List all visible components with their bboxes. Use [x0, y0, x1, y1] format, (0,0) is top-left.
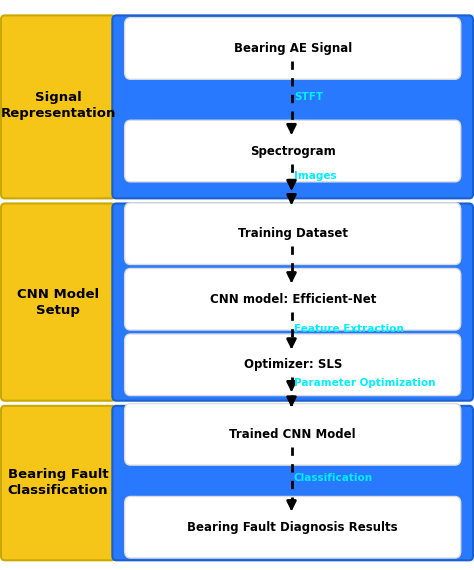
Text: Optimizer: SLS: Optimizer: SLS — [244, 359, 342, 371]
Text: Bearing Fault Diagnosis Results: Bearing Fault Diagnosis Results — [187, 521, 398, 534]
FancyBboxPatch shape — [125, 496, 461, 558]
FancyBboxPatch shape — [112, 203, 473, 401]
Text: Bearing AE Signal: Bearing AE Signal — [234, 42, 352, 55]
Text: Images: Images — [294, 171, 337, 181]
FancyBboxPatch shape — [1, 15, 115, 198]
FancyBboxPatch shape — [112, 15, 473, 198]
Text: Feature Extraction: Feature Extraction — [294, 324, 404, 335]
Text: Spectrogram: Spectrogram — [250, 145, 336, 157]
Text: CNN Model
Setup: CNN Model Setup — [17, 288, 99, 316]
Text: STFT: STFT — [294, 92, 323, 101]
Text: Bearing Fault
Classification: Bearing Fault Classification — [8, 469, 109, 497]
FancyBboxPatch shape — [112, 406, 473, 560]
Text: Training Dataset: Training Dataset — [237, 227, 348, 240]
FancyBboxPatch shape — [125, 268, 461, 330]
Text: CNN model: Efficient-Net: CNN model: Efficient-Net — [210, 293, 376, 306]
FancyBboxPatch shape — [125, 203, 461, 264]
FancyBboxPatch shape — [1, 406, 115, 560]
FancyBboxPatch shape — [125, 404, 461, 465]
FancyBboxPatch shape — [125, 120, 461, 182]
Text: Parameter Optimization: Parameter Optimization — [294, 378, 436, 388]
Text: Signal
Representation: Signal Representation — [0, 91, 116, 120]
FancyBboxPatch shape — [125, 334, 461, 396]
FancyBboxPatch shape — [125, 18, 461, 79]
FancyBboxPatch shape — [1, 203, 115, 401]
Text: Classification: Classification — [294, 473, 373, 483]
Text: Trained CNN Model: Trained CNN Model — [229, 428, 356, 441]
